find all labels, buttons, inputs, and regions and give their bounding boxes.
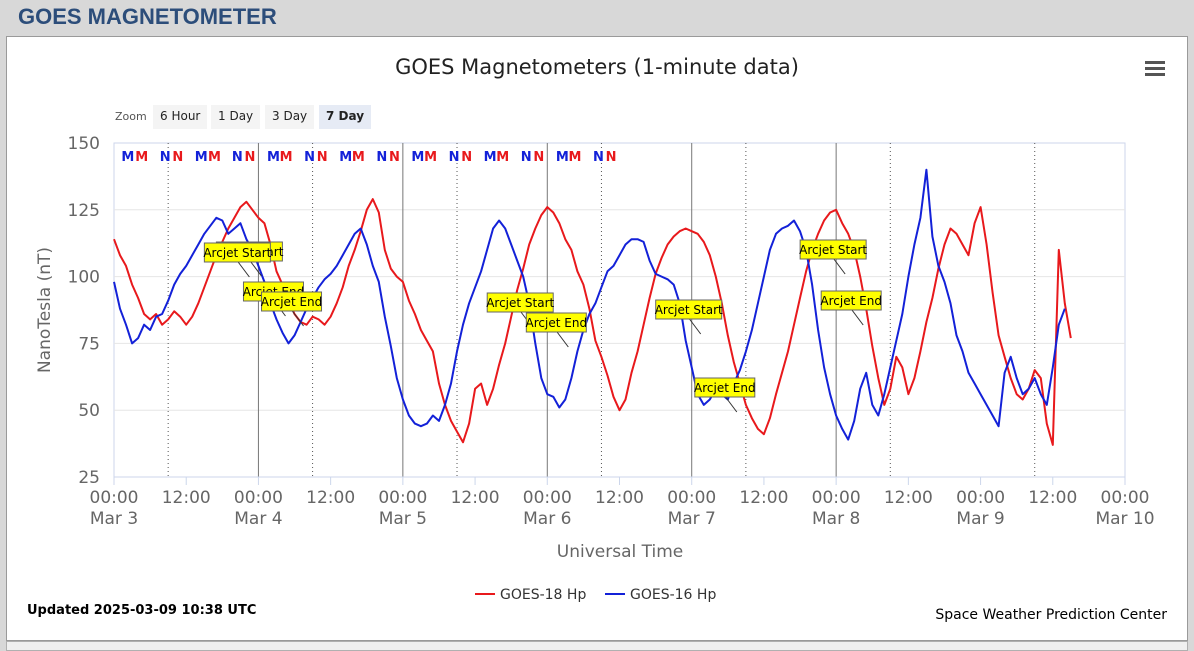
x-tick-time-8: 00:00 [667,488,716,508]
credit-text: Space Weather Prediction Center [935,607,1167,623]
y-tick-label-2: 75 [78,334,100,354]
x-tick-time-3: 12:00 [306,488,355,508]
orbit-marker-10: N [304,150,315,165]
bottom-strip [6,641,1188,651]
x-tick-time-4: 00:00 [378,488,427,508]
x-tick-date-2: Mar 4 [234,509,282,529]
orbit-marker-11: N [317,150,328,165]
x-tick-date-8: Mar 7 [668,509,716,529]
x-tick-date-12: Mar 9 [956,509,1004,529]
orbit-marker-7: N [245,150,256,165]
arcjet-box-8 [799,239,867,260]
arcjet-connector-7 [724,395,738,413]
x-tick-date-14: Mar 10 [1095,509,1154,529]
x-tick-time-14: 00:00 [1101,488,1150,508]
x-tick-time-0: 00:00 [90,488,139,508]
orbit-marker-13: M [352,150,365,165]
orbit-marker-12: M [339,150,352,165]
arcjet-label-6: Arcjet Start [655,303,723,317]
y-tick-label-3: 100 [68,268,100,288]
arcjet-connector-3 [291,309,304,327]
x-tick-date-4: Mar 5 [379,509,427,529]
x-tick-time-7: 12:00 [595,488,644,508]
x-tick-time-1: 12:00 [162,488,211,508]
x-tick-time-12: 00:00 [956,488,1005,508]
arcjet-label-9: Arcjet End [820,294,882,308]
orbit-marker-16: M [411,150,424,165]
orbit-marker-5: M [208,150,221,165]
legend-label-1: GOES-16 Hp [630,587,716,603]
orbit-marker-9: M [280,150,293,165]
arcjet-box-3 [261,291,323,312]
chart-title: GOES Magnetometers (1-minute data) [395,55,799,79]
x-tick-time-5: 12:00 [451,488,500,508]
x-tick-time-13: 12:00 [1028,488,1077,508]
arcjet-connector-8 [832,257,846,275]
x-axis-title: Universal Time [557,542,683,562]
page-title: GOES MAGNETOMETER [18,4,277,29]
hamburger-menu-icon[interactable] [1145,59,1165,79]
arcjet-connector-6 [688,317,702,335]
updated-timestamp: Updated 2025-03-09 10:38 UTC [27,603,257,618]
orbit-marker-3: N [172,150,183,165]
arcjet-connector-5 [555,330,569,348]
orbit-marker-22: N [521,150,532,165]
arcjet-label-8: Arcjet Start [799,243,867,257]
legend-label-0: GOES-18 Hp [500,587,586,603]
arcjet-label-7: Arcjet End [694,381,756,395]
arcjet-box-1 [203,242,271,263]
arcjet-label-1: Arcjet Start [203,246,271,260]
y-axis-title: NanoTesla (nT) [35,247,55,373]
zoom-3-day-button[interactable]: 3 Day [265,105,315,129]
arcjet-connector-0 [249,259,262,277]
x-tick-date-0: Mar 3 [90,509,138,529]
orbit-marker-17: M [424,150,437,165]
chart-panel: 25 50 75 100 125 150 00:00 Mar 3 12:00 00:00 Mar 4… [6,36,1188,641]
arcjet-box-4 [486,292,554,313]
orbit-marker-19: N [461,150,472,165]
orbit-marker-8: M [267,150,280,165]
zoom-label: Zoom [115,110,147,123]
x-tick-time-10: 00:00 [812,488,861,508]
y-tick-label-5: 150 [68,134,100,154]
orbit-marker-15: N [389,150,400,165]
orbit-marker-1: M [135,150,148,165]
zoom-1-day-button[interactable]: 1 Day [211,105,261,129]
orbit-marker-25: M [568,150,581,165]
zoom-7-day-button[interactable]: 7 Day [319,105,372,129]
orbit-marker-26: N [593,150,604,165]
arcjet-box-5 [525,312,587,333]
orbit-marker-18: N [449,150,460,165]
orbit-marker-4: M [195,150,208,165]
arcjet-label-3: Arcjet End [261,295,323,309]
orbit-marker-21: M [496,150,509,165]
arcjet-connector-9 [850,308,864,326]
x-tick-time-11: 12:00 [884,488,933,508]
arcjet-connector-1 [236,260,250,278]
y-tick-label-1: 50 [78,401,100,421]
y-tick-label-0: 25 [78,468,100,488]
arcjet-box-9 [820,290,882,311]
x-tick-time-9: 12:00 [739,488,788,508]
arcjet-label-5: Arcjet End [526,316,588,330]
orbit-marker-0: M [121,150,134,165]
arcjet-label-4: Arcjet Start [486,296,554,310]
orbit-marker-6: N [232,150,243,165]
orbit-marker-23: N [533,150,544,165]
x-tick-date-6: Mar 6 [523,509,571,529]
orbit-marker-20: M [484,150,497,165]
orbit-marker-24: M [556,150,569,165]
arcjet-box-6 [655,299,723,320]
zoom-6-hour-button[interactable]: 6 Hour [153,105,208,129]
y-tick-label-4: 125 [68,201,100,221]
arcjet-box-7 [694,377,756,398]
orbit-marker-2: N [160,150,171,165]
orbit-marker-14: N [376,150,387,165]
x-tick-date-10: Mar 8 [812,509,860,529]
x-tick-time-6: 00:00 [523,488,572,508]
x-tick-time-2: 00:00 [234,488,283,508]
orbit-marker-27: N [606,150,617,165]
